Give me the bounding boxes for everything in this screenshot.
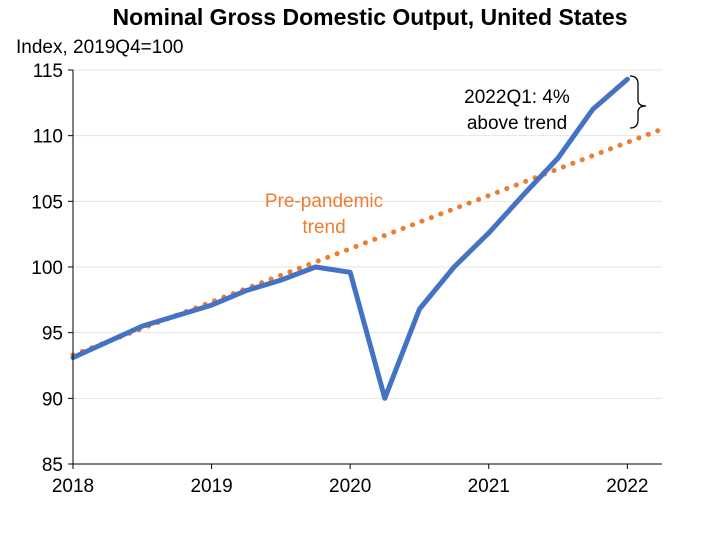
- x-tick-label-2021: 2021: [468, 476, 510, 497]
- gap-brace: [629, 75, 647, 129]
- y-tick-label-90: 90: [42, 389, 63, 410]
- axes: 85 90 95 100 105 110 115 2018 2019 2020 2021 2022: [31, 61, 662, 497]
- x-tick-label-2018: 2018: [52, 476, 94, 497]
- trend-label-line1: Pre-pandemic: [265, 191, 383, 212]
- chart-title: Nominal Gross Domestic Output, United St…: [112, 4, 628, 30]
- x-tick-label-2020: 2020: [329, 476, 371, 497]
- trend-label-line2: trend: [302, 217, 345, 238]
- x-tick-label-2019: 2019: [190, 476, 232, 497]
- annotations: Pre-pandemic trend 2022Q1: 4% above tren…: [265, 75, 647, 238]
- y-axis-unit-label: Index, 2019Q4=100: [16, 37, 184, 58]
- series-line-pre-pandemic-trend: [70, 126, 665, 358]
- y-tick-label-115: 115: [33, 61, 63, 82]
- y-tick-label-105: 105: [31, 192, 63, 213]
- series-layer: [70, 76, 665, 401]
- gridlines: [73, 69, 662, 399]
- gap-label-line1: 2022Q1: 4%: [464, 87, 570, 108]
- y-tick-label-110: 110: [33, 127, 63, 148]
- y-tick-label-100: 100: [31, 258, 63, 279]
- gap-label-line2: above trend: [467, 113, 567, 134]
- y-tick-label-95: 95: [42, 324, 63, 345]
- x-tick-label-2022: 2022: [606, 476, 648, 497]
- y-tick-label-85: 85: [42, 455, 63, 476]
- series-line-nominal-gdo: [70, 76, 630, 401]
